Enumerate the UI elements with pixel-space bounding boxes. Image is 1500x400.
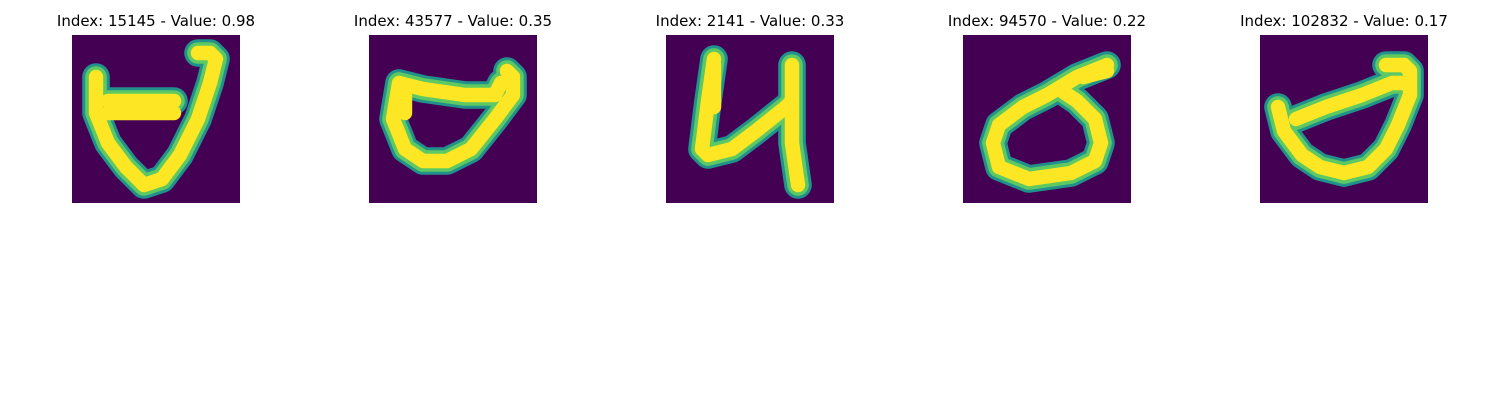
glyph-image [369,35,537,203]
glyph-image [666,35,834,203]
panel-1: Index: 43577 - Value: 0.35 [303,0,603,210]
panel-title: Index: 43577 - Value: 0.35 [353,12,553,30]
panel-title: Index: 15145 - Value: 0.98 [56,12,256,30]
panel-title: Index: 2141 - Value: 0.33 [655,12,845,30]
panel-4: Index: 102832 - Value: 0.17 [1194,0,1494,210]
glyph-image [1260,35,1428,203]
panel-2: Index: 2141 - Value: 0.33 [600,0,900,210]
panel-title: Index: 94570 - Value: 0.22 [947,12,1147,30]
glyph-image [72,35,240,203]
glyph-image [963,35,1131,203]
panel-3: Index: 94570 - Value: 0.22 [897,0,1197,210]
panel-title: Index: 102832 - Value: 0.17 [1240,12,1448,30]
panel-0: Index: 15145 - Value: 0.98 [6,0,306,210]
